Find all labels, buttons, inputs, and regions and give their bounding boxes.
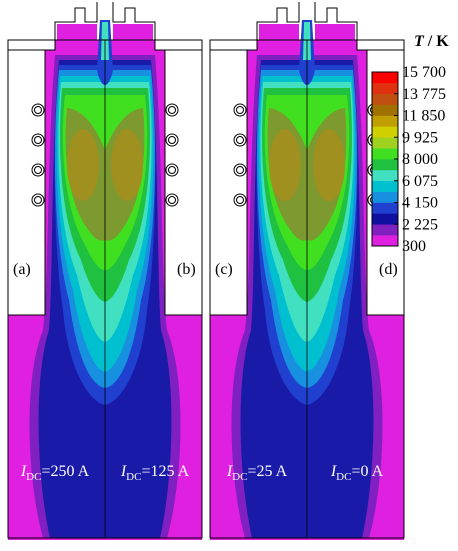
colorbar-band [372, 72, 398, 83]
panel-tag: (d) [379, 261, 398, 278]
current-subscript: DC [336, 471, 351, 483]
colorbar-band [372, 192, 398, 203]
colorbar-tick-label: 8 000 [402, 151, 438, 168]
colorbar-band [372, 83, 398, 94]
colorbar-tick-label: 4 150 [402, 195, 438, 212]
colorbar-band [372, 235, 398, 246]
panel-tag: (c) [215, 261, 233, 278]
colorbar-tick-label: 15 700 [402, 64, 446, 81]
current-subscript: DC [232, 471, 247, 483]
colorbar-band [372, 94, 398, 105]
colorbar-tick-label: 300 [402, 238, 426, 255]
figure: 15 700 13 775 11 850 9 925 8 000 6 075 4 150 2 … [0, 0, 458, 546]
colorbar-tick-label: 9 925 [402, 129, 438, 146]
colorbar-tick-label: 6 075 [402, 173, 438, 190]
panel-tag: (a) [13, 261, 31, 278]
colorbar-band [372, 170, 398, 181]
colorbar-band [372, 181, 398, 192]
colorbar-band [372, 159, 398, 170]
contour-left [8, 2, 202, 540]
colorbar-band [372, 116, 398, 127]
colorbar-tick-label: 11 850 [402, 108, 445, 125]
colorbar-title: T/ K [414, 33, 449, 50]
colorbar-band [372, 105, 398, 116]
colorbar-tick-label: 2 225 [402, 216, 438, 233]
colorbar-band [372, 203, 398, 214]
colorbar-band [372, 126, 398, 137]
current-subscript: DC [26, 471, 41, 483]
current-value: =25 A [247, 463, 287, 480]
current-subscript: DC [126, 471, 141, 483]
colorbar-band [372, 213, 398, 224]
current-value: =125 A [141, 463, 189, 480]
colorbar-tick-label: 13 775 [402, 86, 446, 103]
colorbar-band [372, 224, 398, 235]
colorbar-symbol: T [414, 33, 425, 50]
panel-tag: (b) [177, 261, 196, 278]
colorbar-unit: / K [427, 33, 449, 50]
colorbar-band [372, 148, 398, 159]
colorbar-band [372, 137, 398, 148]
current-value: =250 A [41, 463, 89, 480]
current-value: =0 A [351, 463, 383, 480]
